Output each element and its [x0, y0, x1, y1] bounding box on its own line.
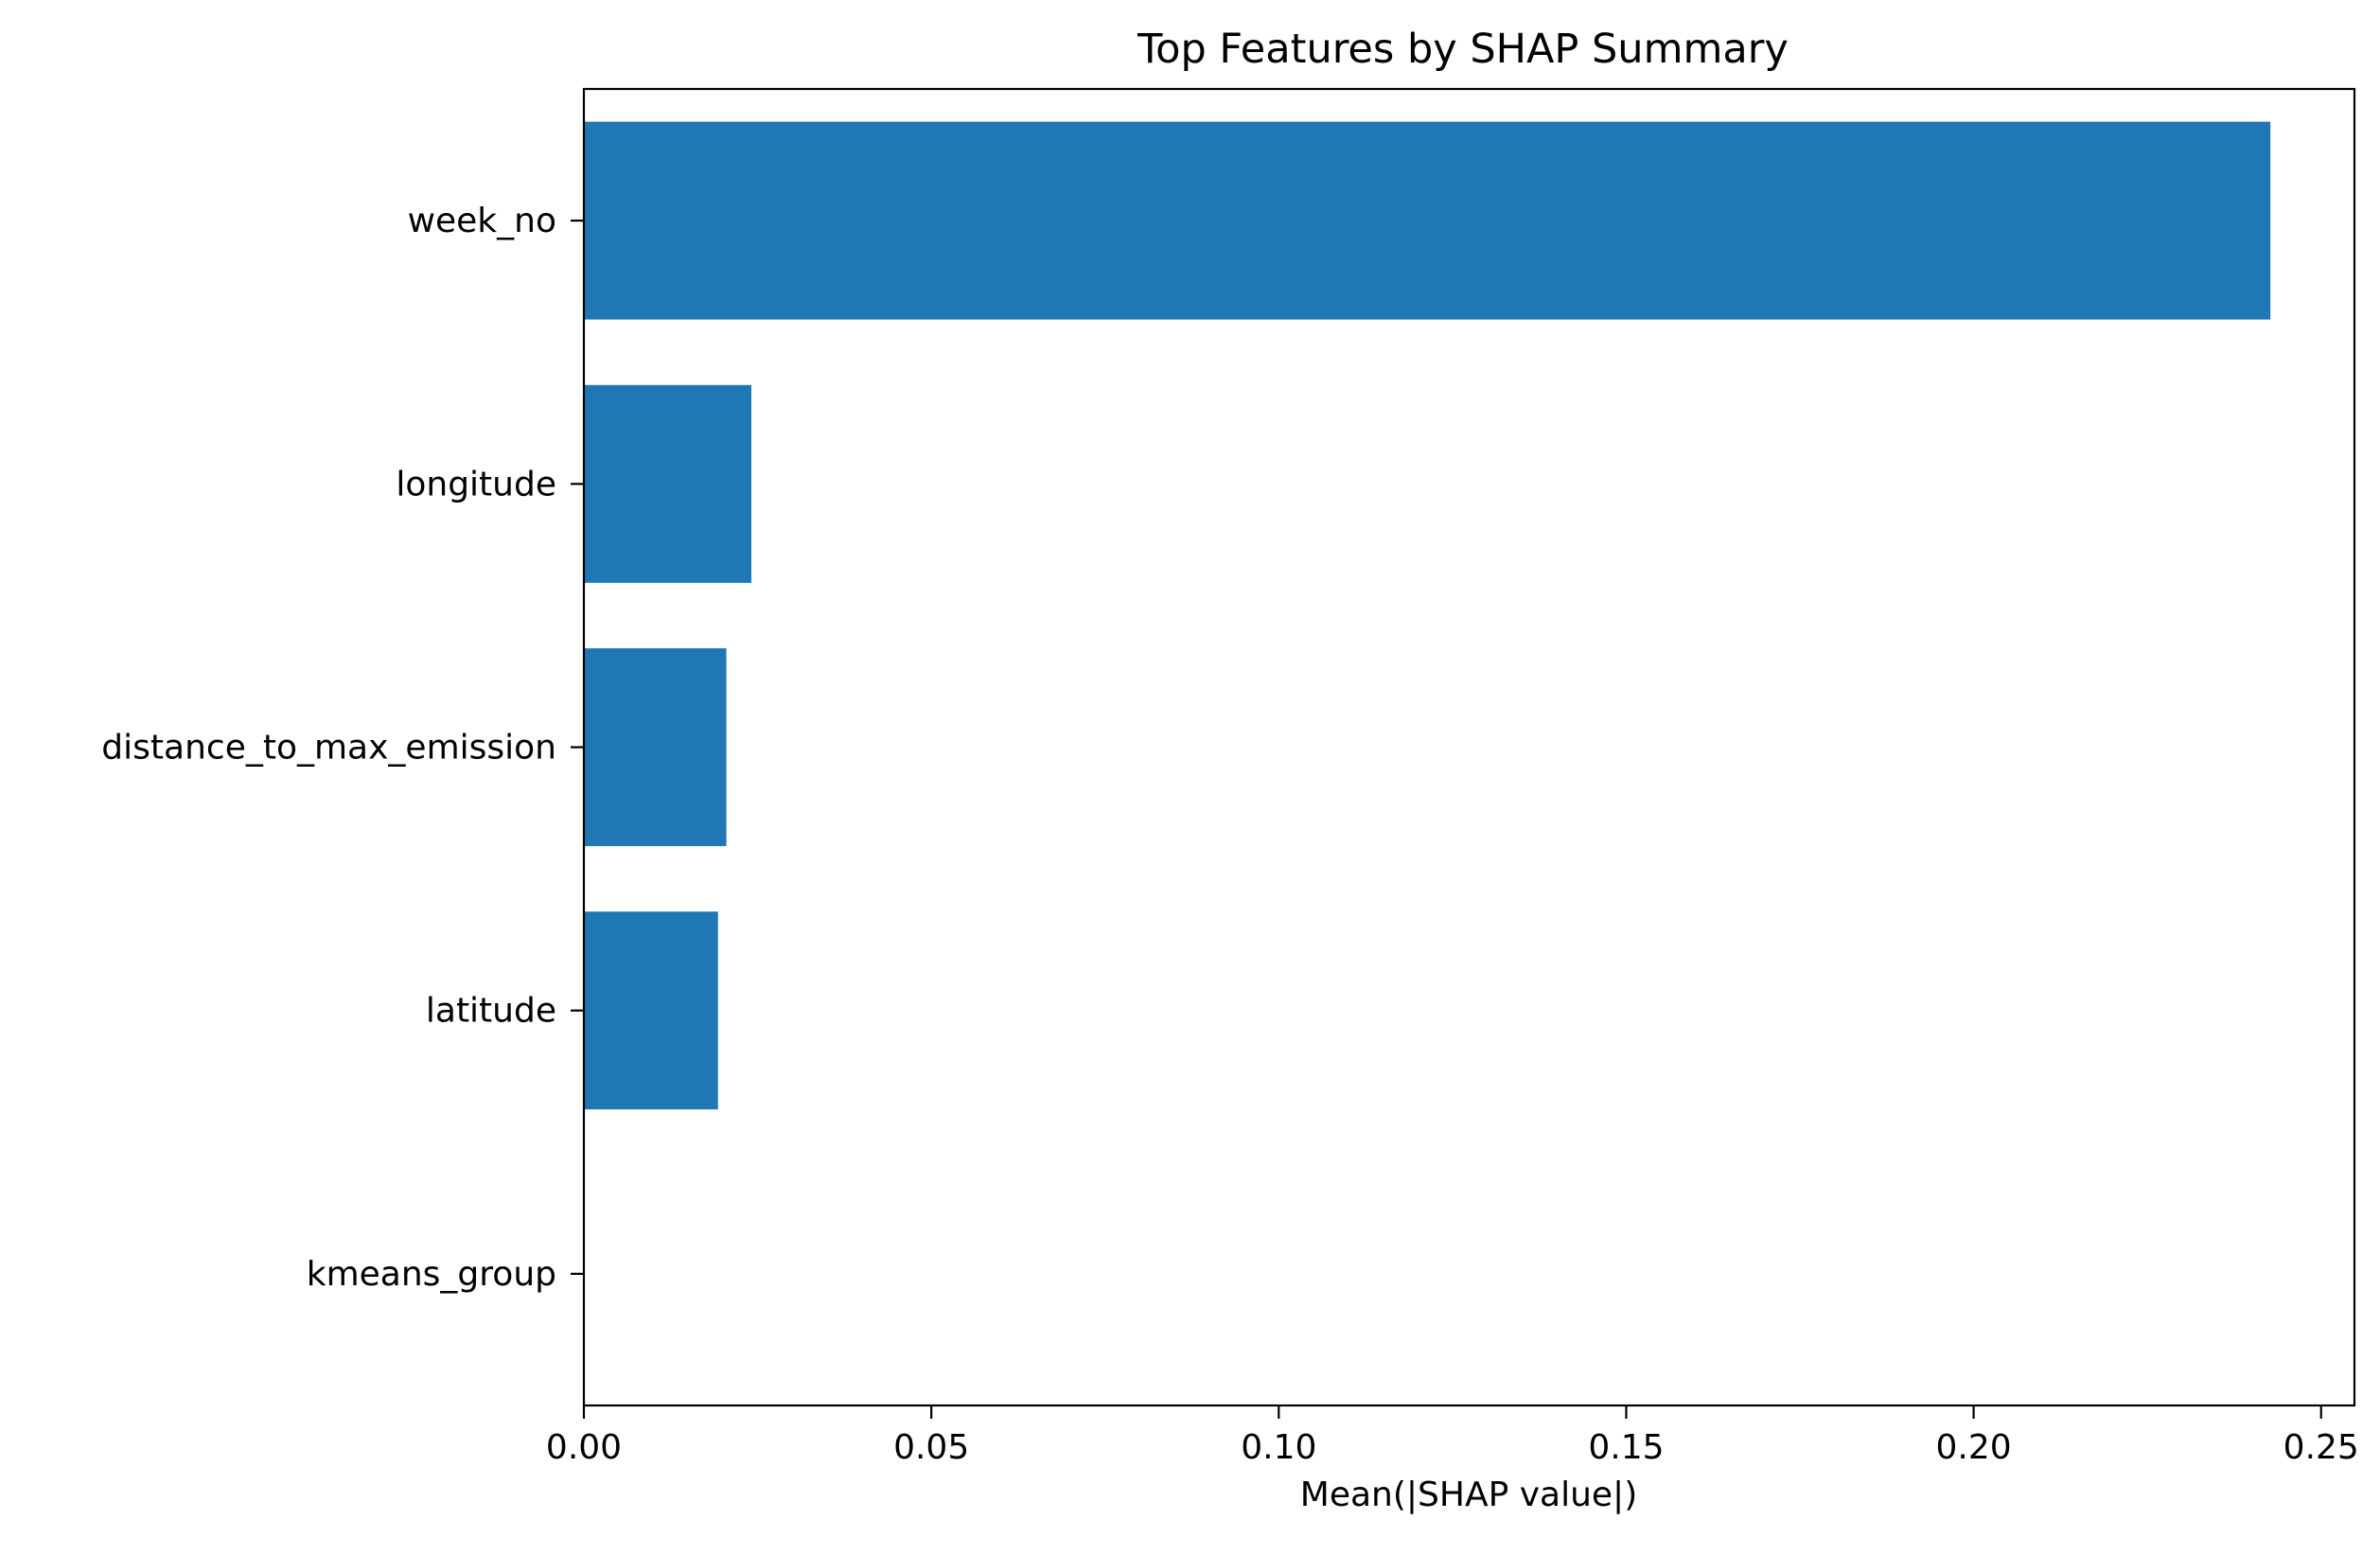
bar-distance-to-max-emission — [584, 648, 727, 846]
bars-group — [584, 121, 2271, 1110]
y-tick-label: distance_to_max_emission — [101, 729, 556, 768]
bar-week-no — [584, 121, 2271, 320]
plot-area-frame — [582, 87, 2356, 1407]
bar-latitude — [584, 911, 718, 1110]
x-tick-label: 0.25 — [2283, 1428, 2359, 1467]
x-tick-label: 0.15 — [1588, 1428, 1664, 1467]
x-tick-label: 0.10 — [1241, 1428, 1316, 1467]
chart-title: Top Features by SHAP Summary — [1137, 26, 1789, 73]
x-tick-label: 0.05 — [893, 1428, 969, 1467]
y-axis-ticks: week_no longitude distance_to_max_emission… — [101, 202, 584, 1294]
y-tick-label: week_no — [408, 202, 556, 240]
bar-longitude — [584, 384, 751, 583]
x-tick-label: 0.20 — [1936, 1428, 2012, 1467]
y-tick-label: longitude — [396, 465, 556, 504]
y-tick-label: latitude — [426, 992, 556, 1031]
x-axis-ticks: 0.00 0.05 0.10 0.15 0.20 0.25 — [546, 1405, 2359, 1467]
y-tick-label: kmeans_group — [307, 1255, 556, 1294]
x-axis-label: Mean(|SHAP value|) — [1300, 1475, 1637, 1514]
x-tick-label: 0.00 — [546, 1428, 622, 1467]
